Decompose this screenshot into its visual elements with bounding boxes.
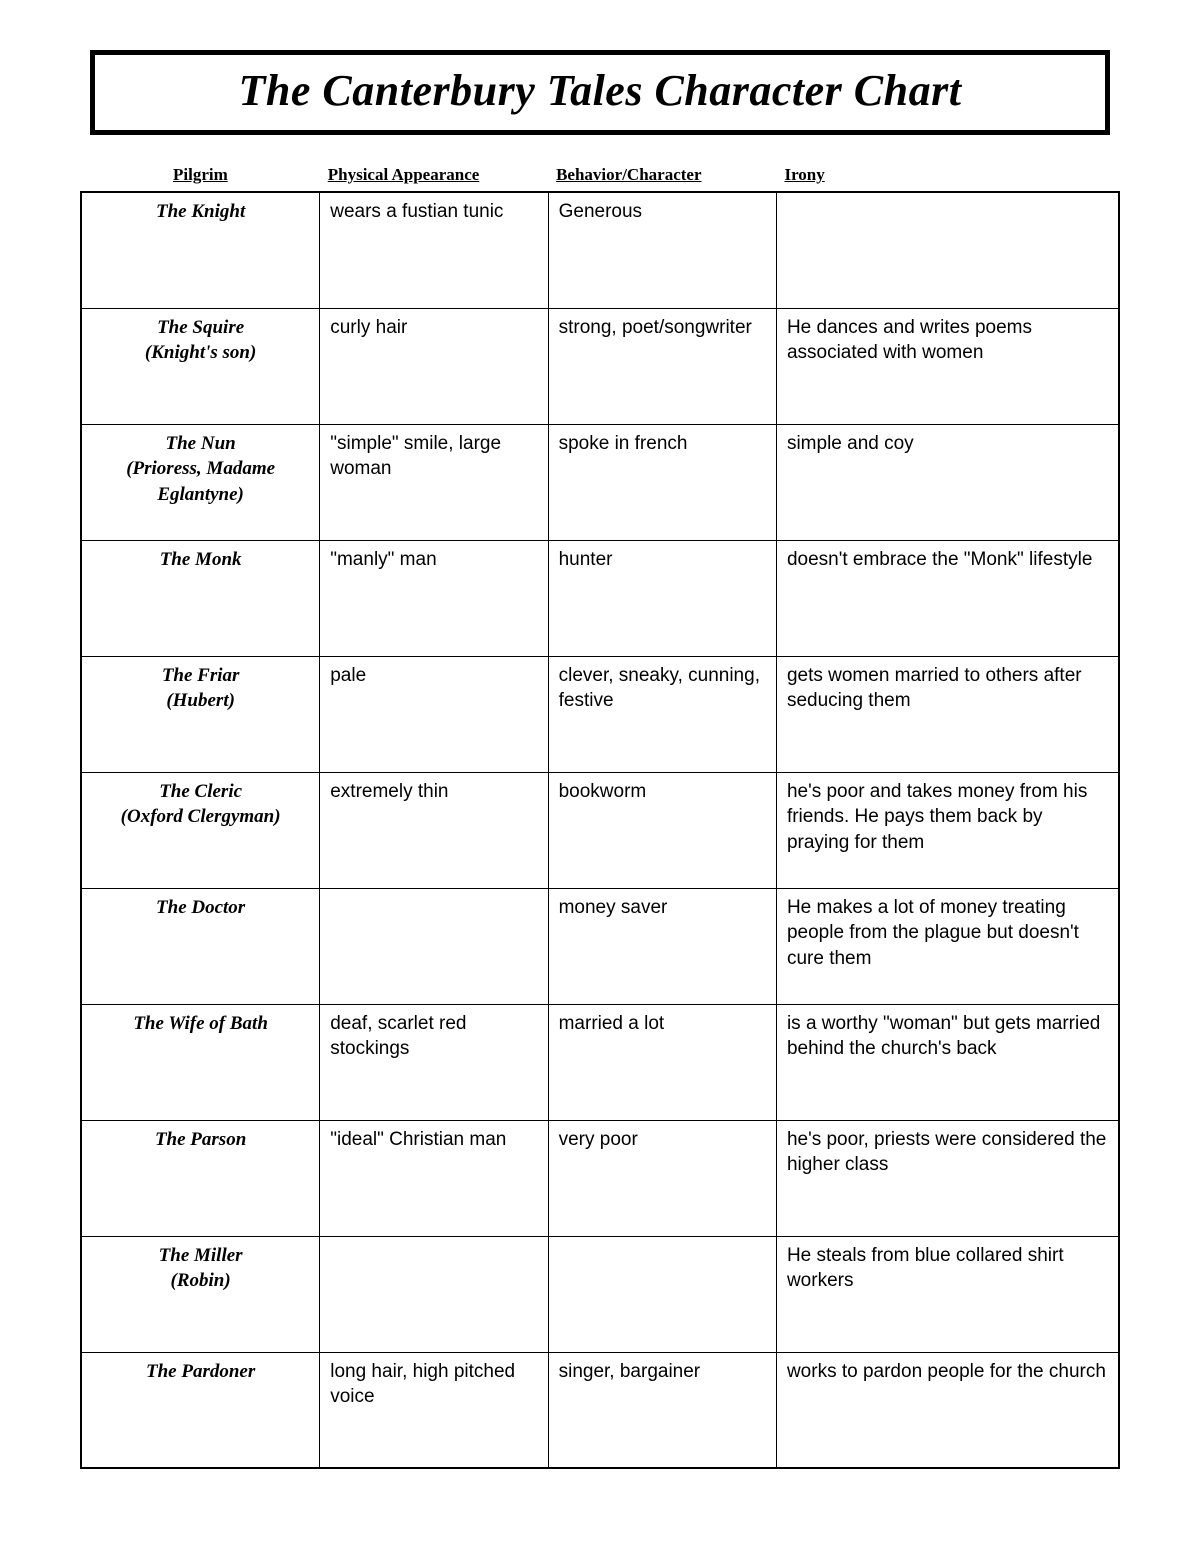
cell-appearance: pale [320,656,548,772]
cell-irony: he's poor and takes money from his frien… [776,772,1119,888]
cell-pilgrim: The Monk [81,540,320,656]
table-row: The Parson"ideal" Christian manvery poor… [81,1120,1119,1236]
cell-behavior [548,1236,776,1352]
cell-appearance: "ideal" Christian man [320,1120,548,1236]
character-chart: Pilgrim Physical Appearance Behavior/Cha… [80,161,1120,1469]
cell-pilgrim: The Wife of Bath [81,1004,320,1120]
cell-appearance: extremely thin [320,772,548,888]
cell-appearance: wears a fustian tunic [320,192,548,308]
cell-appearance: long hair, high pitched voice [320,1352,548,1468]
table-row: The Pardonerlong hair, high pitched voic… [81,1352,1119,1468]
cell-irony: He steals from blue collared shirt worke… [776,1236,1119,1352]
cell-pilgrim: The Parson [81,1120,320,1236]
table-row: The Miller(Robin) He steals from blue col… [81,1236,1119,1352]
table-body: The Knightwears a fustian tunicGenerousT… [81,192,1119,1468]
cell-behavior: very poor [548,1120,776,1236]
table-row: The Friar(Hubert)paleclever, sneaky, cun… [81,656,1119,772]
cell-behavior: hunter [548,540,776,656]
cell-appearance [320,1236,548,1352]
cell-pilgrim: The Doctor [81,888,320,1004]
cell-pilgrim: The Miller(Robin) [81,1236,320,1352]
cell-appearance: "manly" man [320,540,548,656]
cell-pilgrim: The Friar(Hubert) [81,656,320,772]
table-row: The Wife of Bathdeaf, scarlet red stocki… [81,1004,1119,1120]
cell-pilgrim: The Cleric(Oxford Clergyman) [81,772,320,888]
cell-irony: works to pardon people for the church [776,1352,1119,1468]
cell-pilgrim: The Pardoner [81,1352,320,1468]
table-row: The Nun(Prioress, Madame Eglantyne)"simp… [81,424,1119,540]
cell-behavior: married a lot [548,1004,776,1120]
cell-irony: he's poor, priests were considered the h… [776,1120,1119,1236]
character-table: Pilgrim Physical Appearance Behavior/Cha… [80,161,1120,1469]
table-row: The Squire(Knight's son)curly hairstrong… [81,308,1119,424]
cell-appearance: "simple" smile, large woman [320,424,548,540]
col-header-behavior: Behavior/Character [548,161,776,192]
cell-irony: doesn't embrace the "Monk" lifestyle [776,540,1119,656]
cell-irony: He makes a lot of money treating people … [776,888,1119,1004]
title-box: The Canterbury Tales Character Chart [90,50,1110,135]
cell-behavior: clever, sneaky, cunning, festive [548,656,776,772]
table-row: The Doctor money saverHe makes a lot of m… [81,888,1119,1004]
col-header-irony: Irony [776,161,1119,192]
col-header-pilgrim: Pilgrim [81,161,320,192]
cell-appearance [320,888,548,1004]
cell-behavior: singer, bargainer [548,1352,776,1468]
cell-irony: He dances and writes poems associated wi… [776,308,1119,424]
table-row: The Monk"manly" manhunterdoesn't embrace… [81,540,1119,656]
cell-irony [776,192,1119,308]
table-row: The Cleric(Oxford Clergyman)extremely th… [81,772,1119,888]
cell-pilgrim: The Nun(Prioress, Madame Eglantyne) [81,424,320,540]
col-header-appearance: Physical Appearance [320,161,548,192]
cell-pilgrim: The Squire(Knight's son) [81,308,320,424]
table-header: Pilgrim Physical Appearance Behavior/Cha… [81,161,1119,192]
cell-irony: gets women married to others after seduc… [776,656,1119,772]
cell-behavior: Generous [548,192,776,308]
page-title: The Canterbury Tales Character Chart [115,65,1085,116]
cell-appearance: curly hair [320,308,548,424]
cell-behavior: bookworm [548,772,776,888]
cell-behavior: money saver [548,888,776,1004]
cell-behavior: strong, poet/songwriter [548,308,776,424]
cell-irony: is a worthy "woman" but gets married beh… [776,1004,1119,1120]
cell-irony: simple and coy [776,424,1119,540]
cell-behavior: spoke in french [548,424,776,540]
cell-appearance: deaf, scarlet red stockings [320,1004,548,1120]
table-row: The Knightwears a fustian tunicGenerous [81,192,1119,308]
cell-pilgrim: The Knight [81,192,320,308]
